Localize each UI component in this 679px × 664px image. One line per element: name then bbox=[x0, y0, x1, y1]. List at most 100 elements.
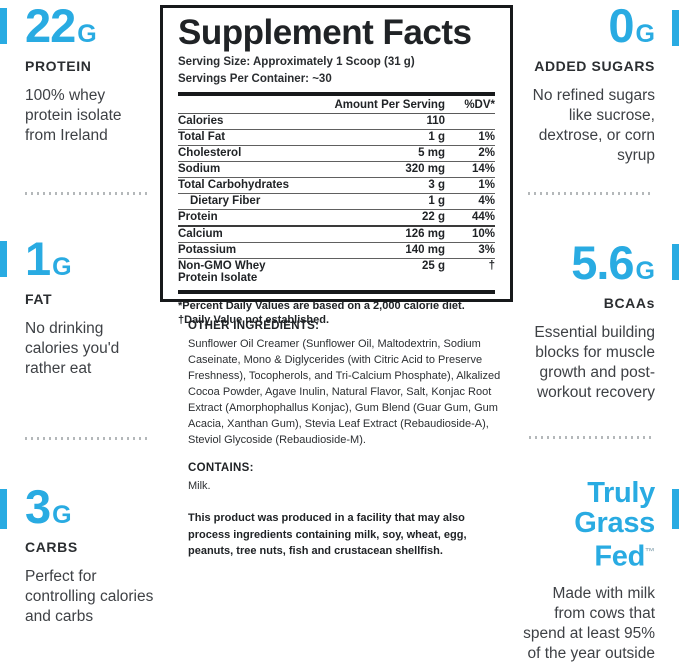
right-edge-accent-bar-3 bbox=[672, 489, 679, 529]
nutrient-name: Dietary Fiber bbox=[190, 195, 261, 207]
nutrient-name: Total Fat bbox=[178, 131, 226, 143]
stat-number: 5.6 bbox=[571, 236, 634, 289]
stat-protein-heading: PROTEIN bbox=[25, 58, 92, 74]
stat-added-sugars-value: 0G bbox=[513, 2, 655, 49]
left-edge-accent-bar-1 bbox=[0, 8, 7, 44]
nutrient-name: Cholesterol bbox=[178, 147, 242, 159]
nutrient-amount: 22 g bbox=[421, 211, 445, 223]
footnote-percent-dv: *Percent Daily Values are based on a 2,0… bbox=[178, 300, 465, 312]
stat-carbs-heading: CARBS bbox=[25, 539, 78, 555]
header-percent-dv: %DV* bbox=[464, 99, 495, 111]
nutrient-name: Sodium bbox=[178, 163, 221, 175]
nutrient-amount: 1 g bbox=[428, 195, 445, 207]
stat-protein: 22G PROTEIN 100% whey protein isolate fr… bbox=[25, 2, 155, 146]
nutrient-amount: 320 mg bbox=[405, 163, 445, 175]
stat-unit: G bbox=[635, 20, 655, 48]
stat-carbs: 3G CARBS Perfect for controlling calorie… bbox=[25, 483, 155, 627]
table-row-protein: Protein 22 g 44% bbox=[178, 209, 495, 225]
table-row-cholesterol: Cholesterol 5 mg 2% bbox=[178, 145, 495, 161]
stat-fat-value: 1G bbox=[25, 235, 155, 282]
contains-body: Milk. bbox=[188, 480, 211, 492]
stat-protein-value: 22G bbox=[25, 2, 155, 49]
stat-bcaas: 5.6G BCAAs Essential building blocks for… bbox=[513, 239, 655, 403]
stat-unit: G bbox=[52, 253, 72, 281]
table-row-calcium: Calcium 126 mg 10% bbox=[178, 225, 495, 242]
right-edge-accent-bar-2 bbox=[672, 244, 679, 280]
nutrient-dv: 2% bbox=[478, 147, 495, 159]
nutrient-name: Total Carbohydrates bbox=[178, 179, 289, 191]
dotted-divider bbox=[528, 192, 653, 195]
stat-number: 1 bbox=[25, 232, 51, 285]
nutrient-dv: 4% bbox=[478, 195, 495, 207]
table-row-potassium: Potassium 140 mg 3% bbox=[178, 242, 495, 258]
nutrient-name: Calcium bbox=[178, 228, 223, 240]
nutrient-dv: 1% bbox=[478, 179, 495, 191]
truly-grass-fed-text: Truly Grass Fed bbox=[574, 477, 655, 573]
contains-heading: CONTAINS: bbox=[188, 462, 254, 474]
stat-protein-description: 100% whey protein isolate from Ireland bbox=[25, 87, 122, 144]
table-row-total-carbohydrates: Total Carbohydrates 3 g 1% bbox=[178, 177, 495, 193]
nutrient-dv bbox=[445, 115, 495, 127]
nutrient-amount: 25 g bbox=[421, 260, 445, 272]
servings-per-container-line: Servings Per Container: ~30 bbox=[178, 73, 332, 85]
nutrient-amount: 1 g bbox=[428, 131, 445, 143]
table-row-sodium: Sodium 320 mg 14% bbox=[178, 161, 495, 177]
stat-number: 0 bbox=[608, 0, 634, 52]
table-row-dietary-fiber: Dietary Fiber 1 g 4% bbox=[178, 193, 495, 209]
stat-truly-grass-fed: Truly Grass Fed™ Made with milk from cow… bbox=[513, 478, 655, 664]
nutrient-amount: 5 mg bbox=[418, 147, 445, 159]
table-row-calories: Calories 110 bbox=[178, 114, 495, 129]
table-row-whey-protein-isolate: Non-GMO Whey Protein Isolate 25 g † bbox=[178, 258, 495, 286]
nutrient-dv: 1% bbox=[478, 131, 495, 143]
nutrient-amount: 110 bbox=[426, 115, 445, 127]
thick-rule bbox=[178, 290, 495, 294]
serving-size-line: Serving Size: Approximately 1 Scoop (31 … bbox=[178, 56, 415, 68]
stat-carbs-value: 3G bbox=[25, 483, 155, 530]
daily-value-footnotes: *Percent Daily Values are based on a 2,0… bbox=[178, 299, 495, 327]
stat-unit: G bbox=[77, 20, 97, 48]
nutrient-dv: 3% bbox=[478, 244, 495, 256]
nutrient-dv: 10% bbox=[471, 228, 495, 240]
stat-added-sugars-heading: ADDED SUGARS bbox=[534, 58, 655, 74]
truly-grass-fed-description: Made with milk from cows that spend at l… bbox=[523, 584, 655, 662]
right-edge-accent-bar-1 bbox=[672, 10, 679, 46]
nutrient-amount: 126 mg bbox=[405, 228, 445, 240]
thick-rule bbox=[178, 92, 495, 96]
stat-fat-heading: FAT bbox=[25, 291, 53, 307]
nutrient-dv: 14% bbox=[471, 163, 495, 175]
trademark-symbol: ™ bbox=[645, 547, 655, 558]
header-amount-per-serving: Amount Per Serving bbox=[334, 99, 445, 111]
stat-bcaas-description: Essential building blocks for muscle gro… bbox=[534, 324, 655, 401]
facility-statement: This product was produced in a facility … bbox=[188, 512, 467, 557]
stat-added-sugars-description: No refined sugars like sucrose, dextrose… bbox=[532, 87, 655, 164]
truly-grass-fed-title: Truly Grass Fed™ bbox=[513, 478, 655, 572]
left-edge-accent-bar-3 bbox=[0, 489, 7, 529]
header-spacer bbox=[178, 99, 305, 111]
stat-bcaas-heading: BCAAs bbox=[603, 295, 655, 311]
supplement-facts-panel: Supplement Facts Serving Size: Approxima… bbox=[160, 5, 513, 326]
stat-unit: G bbox=[635, 257, 655, 285]
nutrient-name: Potassium bbox=[178, 244, 237, 256]
nutrient-name: Protein bbox=[178, 211, 218, 223]
nutrient-name: Non-GMO Whey Protein Isolate bbox=[178, 260, 266, 284]
left-edge-accent-bar-2 bbox=[0, 241, 7, 277]
nutrient-dv: † bbox=[488, 260, 495, 272]
nutrient-amount: 140 mg bbox=[405, 244, 445, 256]
other-ingredients-heading: OTHER INGREDIENTS: bbox=[188, 320, 320, 332]
nutrient-name: Calories bbox=[178, 115, 224, 127]
dotted-divider bbox=[25, 192, 151, 195]
stat-number: 3 bbox=[25, 480, 51, 533]
panel-title: Supplement Facts bbox=[178, 13, 472, 52]
dotted-divider bbox=[25, 437, 151, 440]
ingredients-and-allergen-block: OTHER INGREDIENTS: Sunflower Oil Creamer… bbox=[188, 320, 505, 560]
nutrient-dv: 44% bbox=[471, 211, 495, 223]
stat-added-sugars: 0G ADDED SUGARS No refined sugars like s… bbox=[513, 2, 655, 166]
nutrient-amount: 3 g bbox=[428, 179, 445, 191]
other-ingredients-body: Sunflower Oil Creamer (Sunflower Oil, Ma… bbox=[188, 338, 501, 446]
stat-bcaas-value: 5.6G bbox=[513, 239, 655, 286]
stat-number: 22 bbox=[25, 0, 76, 52]
stat-fat: 1G FAT No drinking calories you'd rather… bbox=[25, 235, 155, 379]
stat-carbs-description: Perfect for controlling calories and car… bbox=[25, 568, 154, 625]
footnote-dagger: †Daily Value not established. bbox=[178, 314, 329, 326]
table-header-row: Amount Per Serving %DV* bbox=[178, 96, 495, 114]
